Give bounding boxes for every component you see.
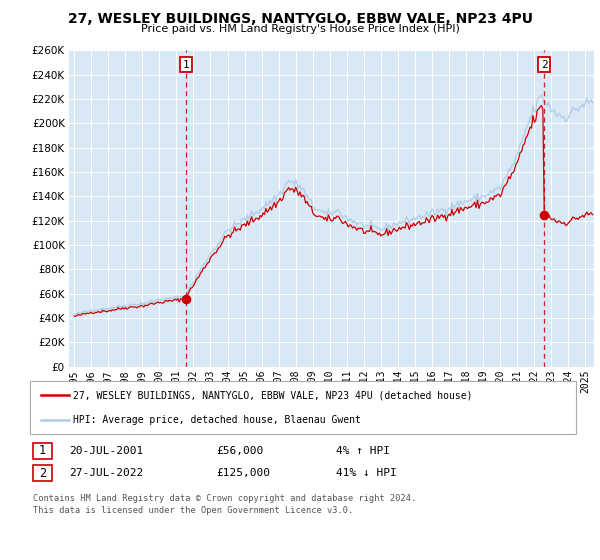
Text: Price paid vs. HM Land Registry's House Price Index (HPI): Price paid vs. HM Land Registry's House …: [140, 24, 460, 34]
Text: 2: 2: [541, 59, 547, 69]
Text: This data is licensed under the Open Government Licence v3.0.: This data is licensed under the Open Gov…: [33, 506, 353, 515]
Text: £56,000: £56,000: [216, 446, 263, 456]
Text: 20-JUL-2001: 20-JUL-2001: [69, 446, 143, 456]
Text: 27-JUL-2022: 27-JUL-2022: [69, 468, 143, 478]
Text: HPI: Average price, detached house, Blaenau Gwent: HPI: Average price, detached house, Blae…: [73, 414, 361, 424]
Point: [539, 210, 549, 219]
Text: £125,000: £125,000: [216, 468, 270, 478]
Text: Contains HM Land Registry data © Crown copyright and database right 2024.: Contains HM Land Registry data © Crown c…: [33, 494, 416, 503]
Text: 4% ↑ HPI: 4% ↑ HPI: [336, 446, 390, 456]
Text: 1: 1: [182, 59, 189, 69]
Text: 41% ↓ HPI: 41% ↓ HPI: [336, 468, 397, 478]
Text: 27, WESLEY BUILDINGS, NANTYGLO, EBBW VALE, NP23 4PU: 27, WESLEY BUILDINGS, NANTYGLO, EBBW VAL…: [67, 12, 533, 26]
Text: 1: 1: [39, 444, 46, 458]
Text: 2: 2: [39, 466, 46, 480]
Text: 27, WESLEY BUILDINGS, NANTYGLO, EBBW VALE, NP23 4PU (detached house): 27, WESLEY BUILDINGS, NANTYGLO, EBBW VAL…: [73, 390, 473, 400]
Point: [181, 294, 191, 303]
